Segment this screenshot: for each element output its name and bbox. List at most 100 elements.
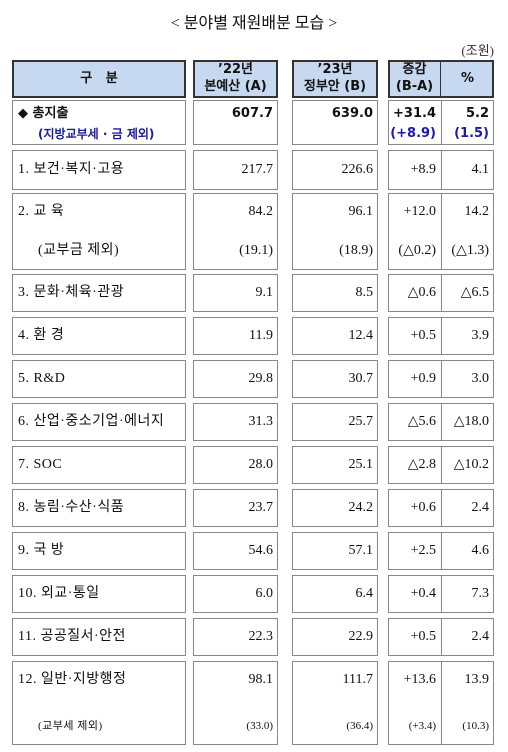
row-value: +8.9 (410, 162, 436, 177)
row-value: 29.8 (248, 371, 274, 386)
cell (441, 446, 494, 484)
cell (388, 532, 442, 570)
unit: (조원) (461, 43, 494, 58)
row-value: 96.1 (348, 204, 374, 219)
cell (193, 317, 278, 355)
row-value: 23.7 (248, 500, 274, 515)
cell (12, 193, 186, 270)
row-value: +0.6 (410, 500, 436, 515)
cell (388, 661, 442, 745)
cell (12, 532, 186, 570)
row-value: 25.7 (348, 414, 374, 429)
cell (292, 489, 378, 527)
row-label: 5. R&D (18, 371, 66, 386)
cell (193, 661, 278, 745)
cell (441, 150, 494, 190)
cell (441, 532, 494, 570)
cell (292, 575, 378, 613)
cell (12, 618, 186, 656)
row-value: 11.9 (249, 328, 273, 343)
row-value: 2.4 (471, 629, 490, 644)
cell (441, 489, 494, 527)
row-value: (△1.3) (451, 243, 489, 258)
title: < 분야별 재원배분 모습 > (170, 15, 338, 32)
row-value: 54.6 (248, 543, 274, 558)
row-value: (36.4) (346, 720, 373, 732)
row-value: +0.4 (410, 586, 436, 601)
row-value: (+8.9) (390, 126, 436, 141)
cell (193, 489, 278, 527)
cell (193, 532, 278, 570)
row-value: (1.5) (454, 126, 489, 141)
cell (441, 618, 494, 656)
header-text: 증감 (402, 62, 427, 77)
row-value: +0.5 (410, 328, 436, 343)
cell (441, 360, 494, 398)
cell (12, 446, 186, 484)
row-value: 14.2 (464, 204, 490, 219)
row-label: 6. 산업·중소기업·에너지 (18, 414, 165, 429)
header-cell (292, 60, 378, 98)
cell (388, 150, 442, 190)
row-value: (10.3) (462, 720, 489, 732)
header-text: ’22년 (218, 62, 253, 77)
cell (388, 403, 442, 441)
cell (292, 150, 378, 190)
row-value: 4.6 (471, 543, 490, 558)
cell (12, 489, 186, 527)
header-divider (440, 60, 441, 98)
row-value: △0.6 (407, 285, 436, 300)
row-label: 4. 환 경 (18, 328, 65, 343)
cell (193, 618, 278, 656)
cell (12, 317, 186, 355)
row-value: △18.0 (453, 414, 489, 429)
row-label: 11. 공공질서·안전 (18, 629, 126, 644)
cell (193, 193, 278, 270)
cell (193, 360, 278, 398)
cell (388, 274, 442, 312)
row-value: 22.9 (348, 629, 374, 644)
cell (388, 360, 442, 398)
row-label: 3. 문화·체육·관광 (18, 285, 125, 300)
cell (193, 575, 278, 613)
row-value: +31.4 (393, 106, 436, 121)
row-value: 3.0 (471, 371, 490, 386)
row-value: 3.9 (471, 328, 490, 343)
cell (441, 317, 494, 355)
row-value: +0.9 (410, 371, 436, 386)
row-value: 111.7 (342, 672, 373, 687)
header-cell (12, 60, 186, 98)
cell (292, 661, 378, 745)
row-value: (+3.4) (408, 720, 436, 732)
row-value: 5.2 (465, 106, 489, 121)
row-value: 57.1 (348, 543, 374, 558)
row-value: △6.5 (460, 285, 489, 300)
row-value: 9.1 (255, 285, 274, 300)
row-value: 98.1 (248, 672, 274, 687)
cell (292, 193, 378, 270)
header-text: 정부안 (B) (303, 79, 367, 94)
header-text: % (460, 71, 475, 86)
row-value: (19.1) (239, 243, 273, 258)
row-label: (교부금 제외) (38, 243, 120, 258)
row-value: △2.8 (407, 457, 436, 472)
cell (441, 403, 494, 441)
row-value: (△0.2) (398, 243, 436, 258)
cell (441, 575, 494, 613)
row-value: 7.3 (471, 586, 490, 601)
cell (193, 403, 278, 441)
row-value: 24.2 (348, 500, 374, 515)
cell (388, 575, 442, 613)
cell (193, 446, 278, 484)
cell (193, 150, 278, 190)
row-value: 8.5 (355, 285, 374, 300)
row-value: +0.5 (410, 629, 436, 644)
header-text: (B-A) (395, 79, 434, 94)
cell (292, 274, 378, 312)
row-value: 226.6 (341, 162, 374, 177)
row-label: 10. 외교·통일 (18, 586, 100, 601)
cell (388, 100, 442, 145)
cell (193, 100, 278, 145)
cell (292, 317, 378, 355)
